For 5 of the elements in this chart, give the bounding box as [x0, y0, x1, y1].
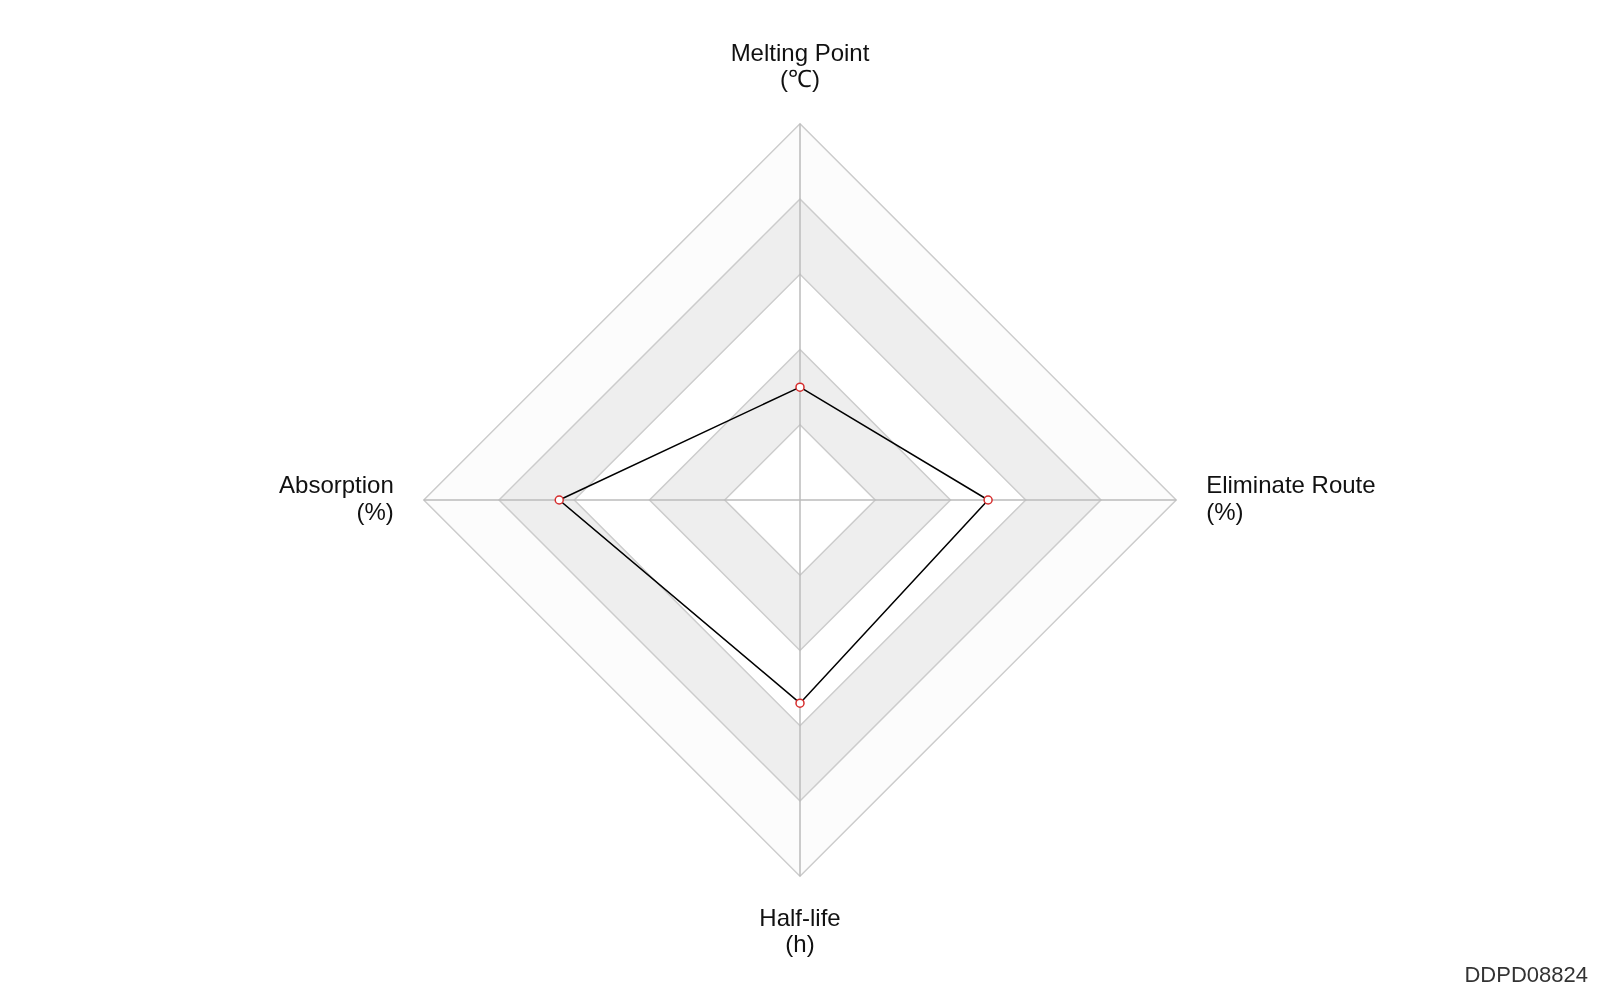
spoke-label: Eliminate Route (%) — [1206, 471, 1376, 525]
text: DDPD08824 — [1464, 962, 1588, 988]
spoke-label: Absorption (%) — [279, 471, 394, 525]
spoke-label: Melting Point (℃) — [730, 38, 870, 93]
spoke-label: Half-life (h) — [759, 904, 841, 958]
